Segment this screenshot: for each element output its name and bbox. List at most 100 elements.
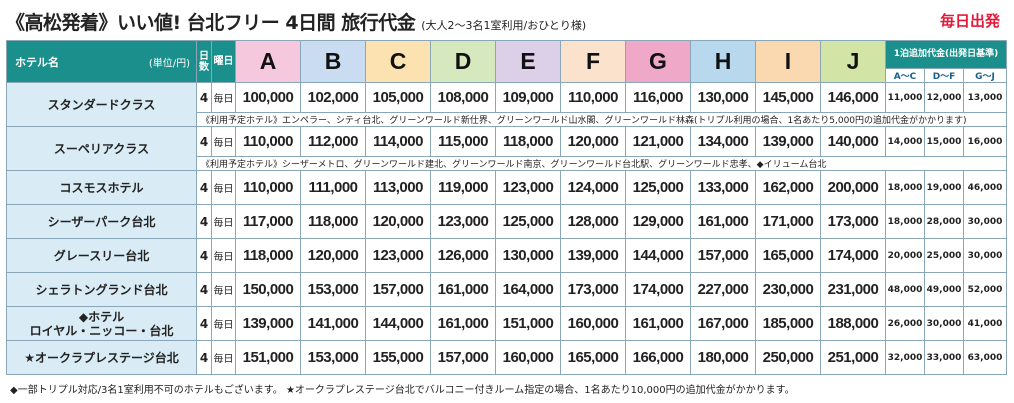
price-a: 151,000 [235,340,301,375]
unit-label: (単位/円) [148,58,190,69]
extra-g-j: 63,000 [962,340,1008,375]
price-a: 139,000 [235,306,301,341]
title-row: 《高松発着》いい値! 台北フリー 4日間 旅行代金 (大人2〜3名1室利用/おひと… [6,6,1008,36]
price-h: 161,000 [690,204,756,239]
price-a: 110,000 [235,126,301,157]
price-i: 139,000 [755,126,821,157]
hotel-name-text: ◆ホテル [78,309,125,324]
price-table: ホテル名 (単位/円) 日数 曜日 A B C D E F G H I J 1泊… [6,40,1008,375]
price-e: 164,000 [495,272,561,307]
price-g: 174,000 [625,272,691,307]
price-i: 145,000 [755,82,821,113]
column-header-d: D [430,40,496,83]
price-h: 157,000 [690,238,756,273]
departure-frequency: 毎日 [211,126,236,157]
price-i: 230,000 [755,272,821,307]
price-d: 161,000 [430,272,496,307]
price-d: 161,000 [430,306,496,341]
hotel-header-label: ホテル名 [15,55,59,69]
price-j: 140,000 [820,126,886,157]
hotel-name: スーペリアクラス [6,126,197,171]
column-header-a: A [235,40,301,83]
departure-frequency: 毎日 [211,306,236,341]
price-g: 116,000 [625,82,691,113]
price-a: 150,000 [235,272,301,307]
table-row: シーザーパーク台北 4 毎日 117,000 118,000 120,000 123,000… [6,204,1008,239]
extra-night-header: 1泊追加代金(出発日基準) [884,40,1008,69]
price-d: 123,000 [430,204,496,239]
price-f: 160,000 [560,306,626,341]
extra-d-f: 25,000 [924,238,964,273]
price-j: 251,000 [820,340,886,375]
hotel-name-text-line2: ロイヤル・ニッコー・台北 [29,323,174,338]
price-b: 111,000 [300,170,366,205]
price-c: 157,000 [365,272,431,307]
departure-frequency: 毎日 [211,238,236,273]
price-d: 157,000 [430,340,496,375]
price-h: 133,000 [690,170,756,205]
page-title: 《高松発着》いい値! 台北フリー 4日間 旅行代金 (大人2〜3名1室利用/おひと… [6,8,586,35]
extra-g-j: 46,000 [962,170,1008,205]
departure-frequency: 毎日 [211,204,236,239]
hotel-name-text: スタンダードクラス [47,97,156,112]
price-i: 171,000 [755,204,821,239]
extra-a-c: 11,000 [885,82,925,113]
price-j: 174,000 [820,238,886,273]
days-value: 4 [196,82,212,113]
days-value: 4 [196,126,212,157]
column-header-f: F [560,40,626,83]
extra-d-f: 30,000 [924,306,964,341]
note-row: 《利用予定ホテル》エンペラー、シティ台北、グリーンワールド新仕界、グリーンワール… [7,112,1008,127]
price-g: 166,000 [625,340,691,375]
price-f: 128,000 [560,204,626,239]
table-row: コスモスホテル 4 毎日 110,000 111,000 113,000 119,000 12… [6,170,1008,205]
table-row: グレースリー台北 4 毎日 118,000 120,000 123,000 126,000 1… [6,238,1008,273]
price-e: 130,000 [495,238,561,273]
price-b: 120,000 [300,238,366,273]
price-e: 123,000 [495,170,561,205]
extra-a-c: 18,000 [885,170,925,205]
price-j: 173,000 [820,204,886,239]
price-i: 250,000 [755,340,821,375]
hotel-name: スタンダードクラス [6,82,197,127]
price-g: 161,000 [625,306,691,341]
hotel-name-text: スーペリアクラス [53,141,150,156]
price-c: 113,000 [365,170,431,205]
footer-note: ◆一部トリプル対応/3名1室利用不可のホテルもございます。 ★オークラプレステー… [10,385,795,396]
price-a: 117,000 [235,204,301,239]
price-d: 108,000 [430,82,496,113]
price-j: 231,000 [820,272,886,307]
column-header-c: C [365,40,431,83]
hotel-name-text: ★オークラプレステージ台北 [24,350,179,365]
departure-frequency: 毎日 [211,340,236,375]
price-d: 119,000 [430,170,496,205]
price-b: 102,000 [300,82,366,113]
column-header-e: E [495,40,561,83]
price-b: 153,000 [300,340,366,375]
hotel-name: シェラトングランド台北 [6,272,197,307]
days-value: 4 [196,238,212,273]
price-g: 121,000 [625,126,691,157]
hotel-note: 《利用予定ホテル》シーザーメトロ、グリーンワールド建北、グリーンワールド南京、グ… [195,156,1008,171]
extra-a-c: 20,000 [885,238,925,273]
price-e: 125,000 [495,204,561,239]
price-i: 185,000 [755,306,821,341]
price-a: 100,000 [235,82,301,113]
extra-g-j: 30,000 [962,204,1008,239]
days-value: 4 [196,272,212,307]
table-body: スタンダードクラス 4 毎日 100,000 102,000 105,000 108,000… [6,82,1008,375]
price-b: 118,000 [300,204,366,239]
days-header: 日数 [196,40,212,83]
column-header-j: J [820,40,886,83]
extra-g-j: 16,000 [962,126,1008,157]
price-h: 130,000 [690,82,756,113]
days-value: 4 [196,340,212,375]
price-f: 165,000 [560,340,626,375]
title-text: 《高松発着》いい値! 台北フリー 4日間 旅行代金 [6,12,416,34]
price-f: 120,000 [560,126,626,157]
price-f: 139,000 [560,238,626,273]
price-c: 123,000 [365,238,431,273]
price-d: 115,000 [430,126,496,157]
price-j: 188,000 [820,306,886,341]
price-i: 162,000 [755,170,821,205]
